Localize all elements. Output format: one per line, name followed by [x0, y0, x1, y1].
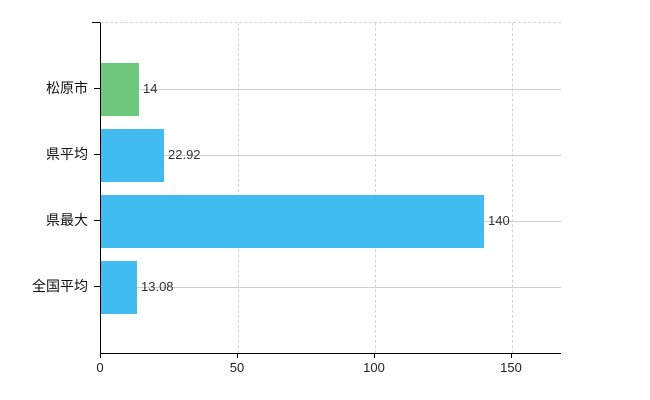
x-axis-tick	[374, 353, 375, 358]
bar	[101, 63, 139, 116]
grid-line-horizontal	[101, 155, 561, 156]
category-label: 県最大	[46, 212, 88, 228]
y-axis-tick	[94, 88, 100, 89]
x-axis-tick	[237, 353, 238, 358]
x-axis-tick-label: 100	[363, 360, 385, 375]
x-axis-tick-label: 0	[96, 360, 104, 375]
grid-line-vertical	[375, 23, 376, 353]
bar-value-label: 14	[143, 81, 158, 96]
bar	[101, 195, 484, 248]
x-axis-tick-label: 150	[500, 360, 522, 375]
bar	[101, 261, 137, 314]
y-axis-tick	[94, 154, 100, 155]
category-label: 松原市	[46, 80, 88, 96]
y-axis-tick	[94, 286, 100, 287]
category-label: 県平均	[46, 146, 88, 162]
x-axis-tick	[511, 353, 512, 358]
x-axis-tick	[100, 353, 101, 358]
plot-area: 14 22.92 140 13.08	[100, 22, 561, 354]
bar-value-label: 13.08	[141, 279, 174, 294]
grid-line-vertical	[512, 23, 513, 353]
grid-line-vertical	[238, 23, 239, 353]
x-axis-tick-label: 50	[229, 360, 245, 375]
y-axis-top-tick	[92, 22, 100, 23]
bar-value-label: 22.92	[168, 147, 201, 162]
grid-line-horizontal	[101, 287, 561, 288]
grid-line-horizontal	[101, 89, 561, 90]
bar-value-label: 140	[488, 213, 510, 228]
y-axis-tick	[94, 220, 100, 221]
category-label: 全国平均	[32, 278, 88, 294]
bar	[101, 129, 164, 182]
